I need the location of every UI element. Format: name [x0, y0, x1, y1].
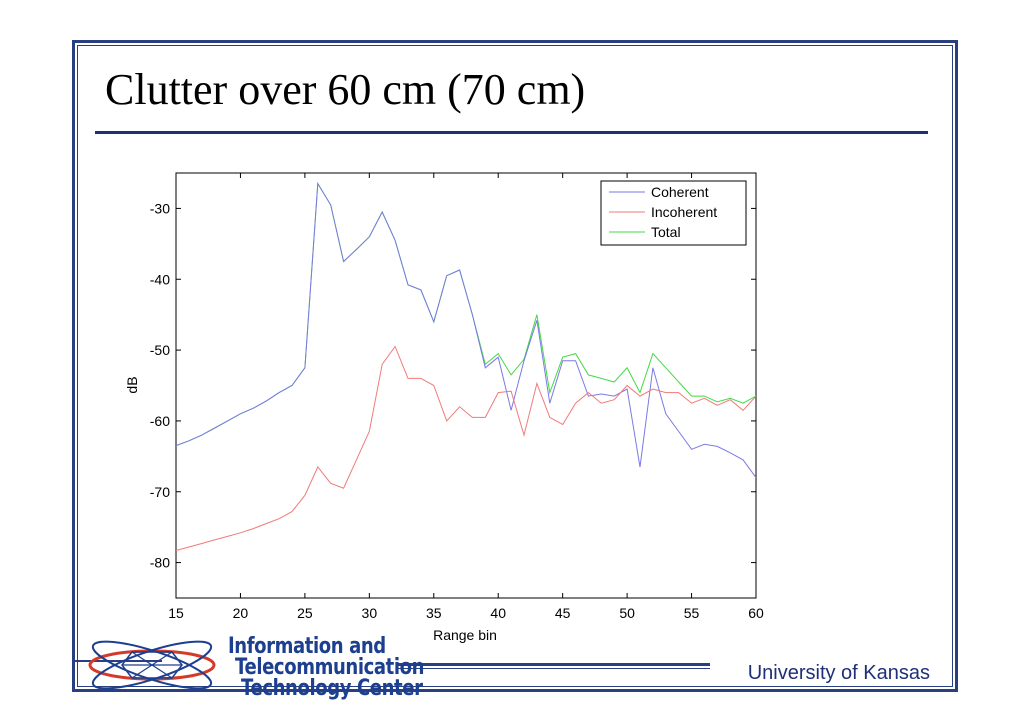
logo-line-3: Technology Center	[241, 676, 423, 701]
x-tick-label: 20	[233, 605, 249, 621]
axes-box	[175, 172, 757, 599]
y-tick-label: -30	[150, 200, 170, 216]
chart-legend: Coherent Incoherent Total	[600, 180, 747, 246]
slide-title: Clutter over 60 cm (70 cm)	[105, 65, 586, 114]
footer-university: University of Kansas	[747, 662, 930, 684]
x-axis-label: Range bin	[433, 627, 497, 643]
x-tick-label: 35	[426, 605, 442, 621]
y-tick-label: -40	[150, 271, 170, 287]
slide-frame-outer	[72, 40, 958, 692]
y-tick-label: -70	[150, 484, 170, 500]
y-tick-label: -50	[150, 342, 170, 358]
x-tick-label: 15	[168, 605, 184, 621]
y-tick-label: -80	[150, 555, 170, 571]
x-tick-label: 25	[297, 605, 313, 621]
logo-line-2: Telecommunication	[235, 655, 425, 680]
legend-label: Total	[651, 224, 681, 240]
x-tick-label: 30	[362, 605, 378, 621]
logo-line-1: Information and	[228, 634, 386, 659]
footer-rule	[398, 663, 710, 666]
plot-area: 15 20 25 30 35 40 45 50 55 60 -30 -40 -50 -60 -70 -80	[150, 172, 764, 621]
x-tick-label: 45	[555, 605, 571, 621]
title-underline	[95, 131, 928, 134]
series-line-incoherent	[176, 345, 756, 551]
slide-frame-inner	[77, 45, 953, 687]
x-tick-label: 50	[619, 605, 635, 621]
itc-logo-icon	[88, 640, 216, 690]
x-tick-label: 55	[684, 605, 700, 621]
footer-rule-thin	[398, 668, 710, 669]
legend-label: Coherent	[651, 184, 709, 200]
footer-rule-left	[72, 660, 162, 662]
y-tick-label: -60	[150, 413, 170, 429]
x-tick-label: 60	[748, 605, 764, 621]
x-tick-label: 40	[490, 605, 506, 621]
legend-label: Incoherent	[651, 204, 717, 220]
y-axis-label: dB	[124, 376, 140, 393]
